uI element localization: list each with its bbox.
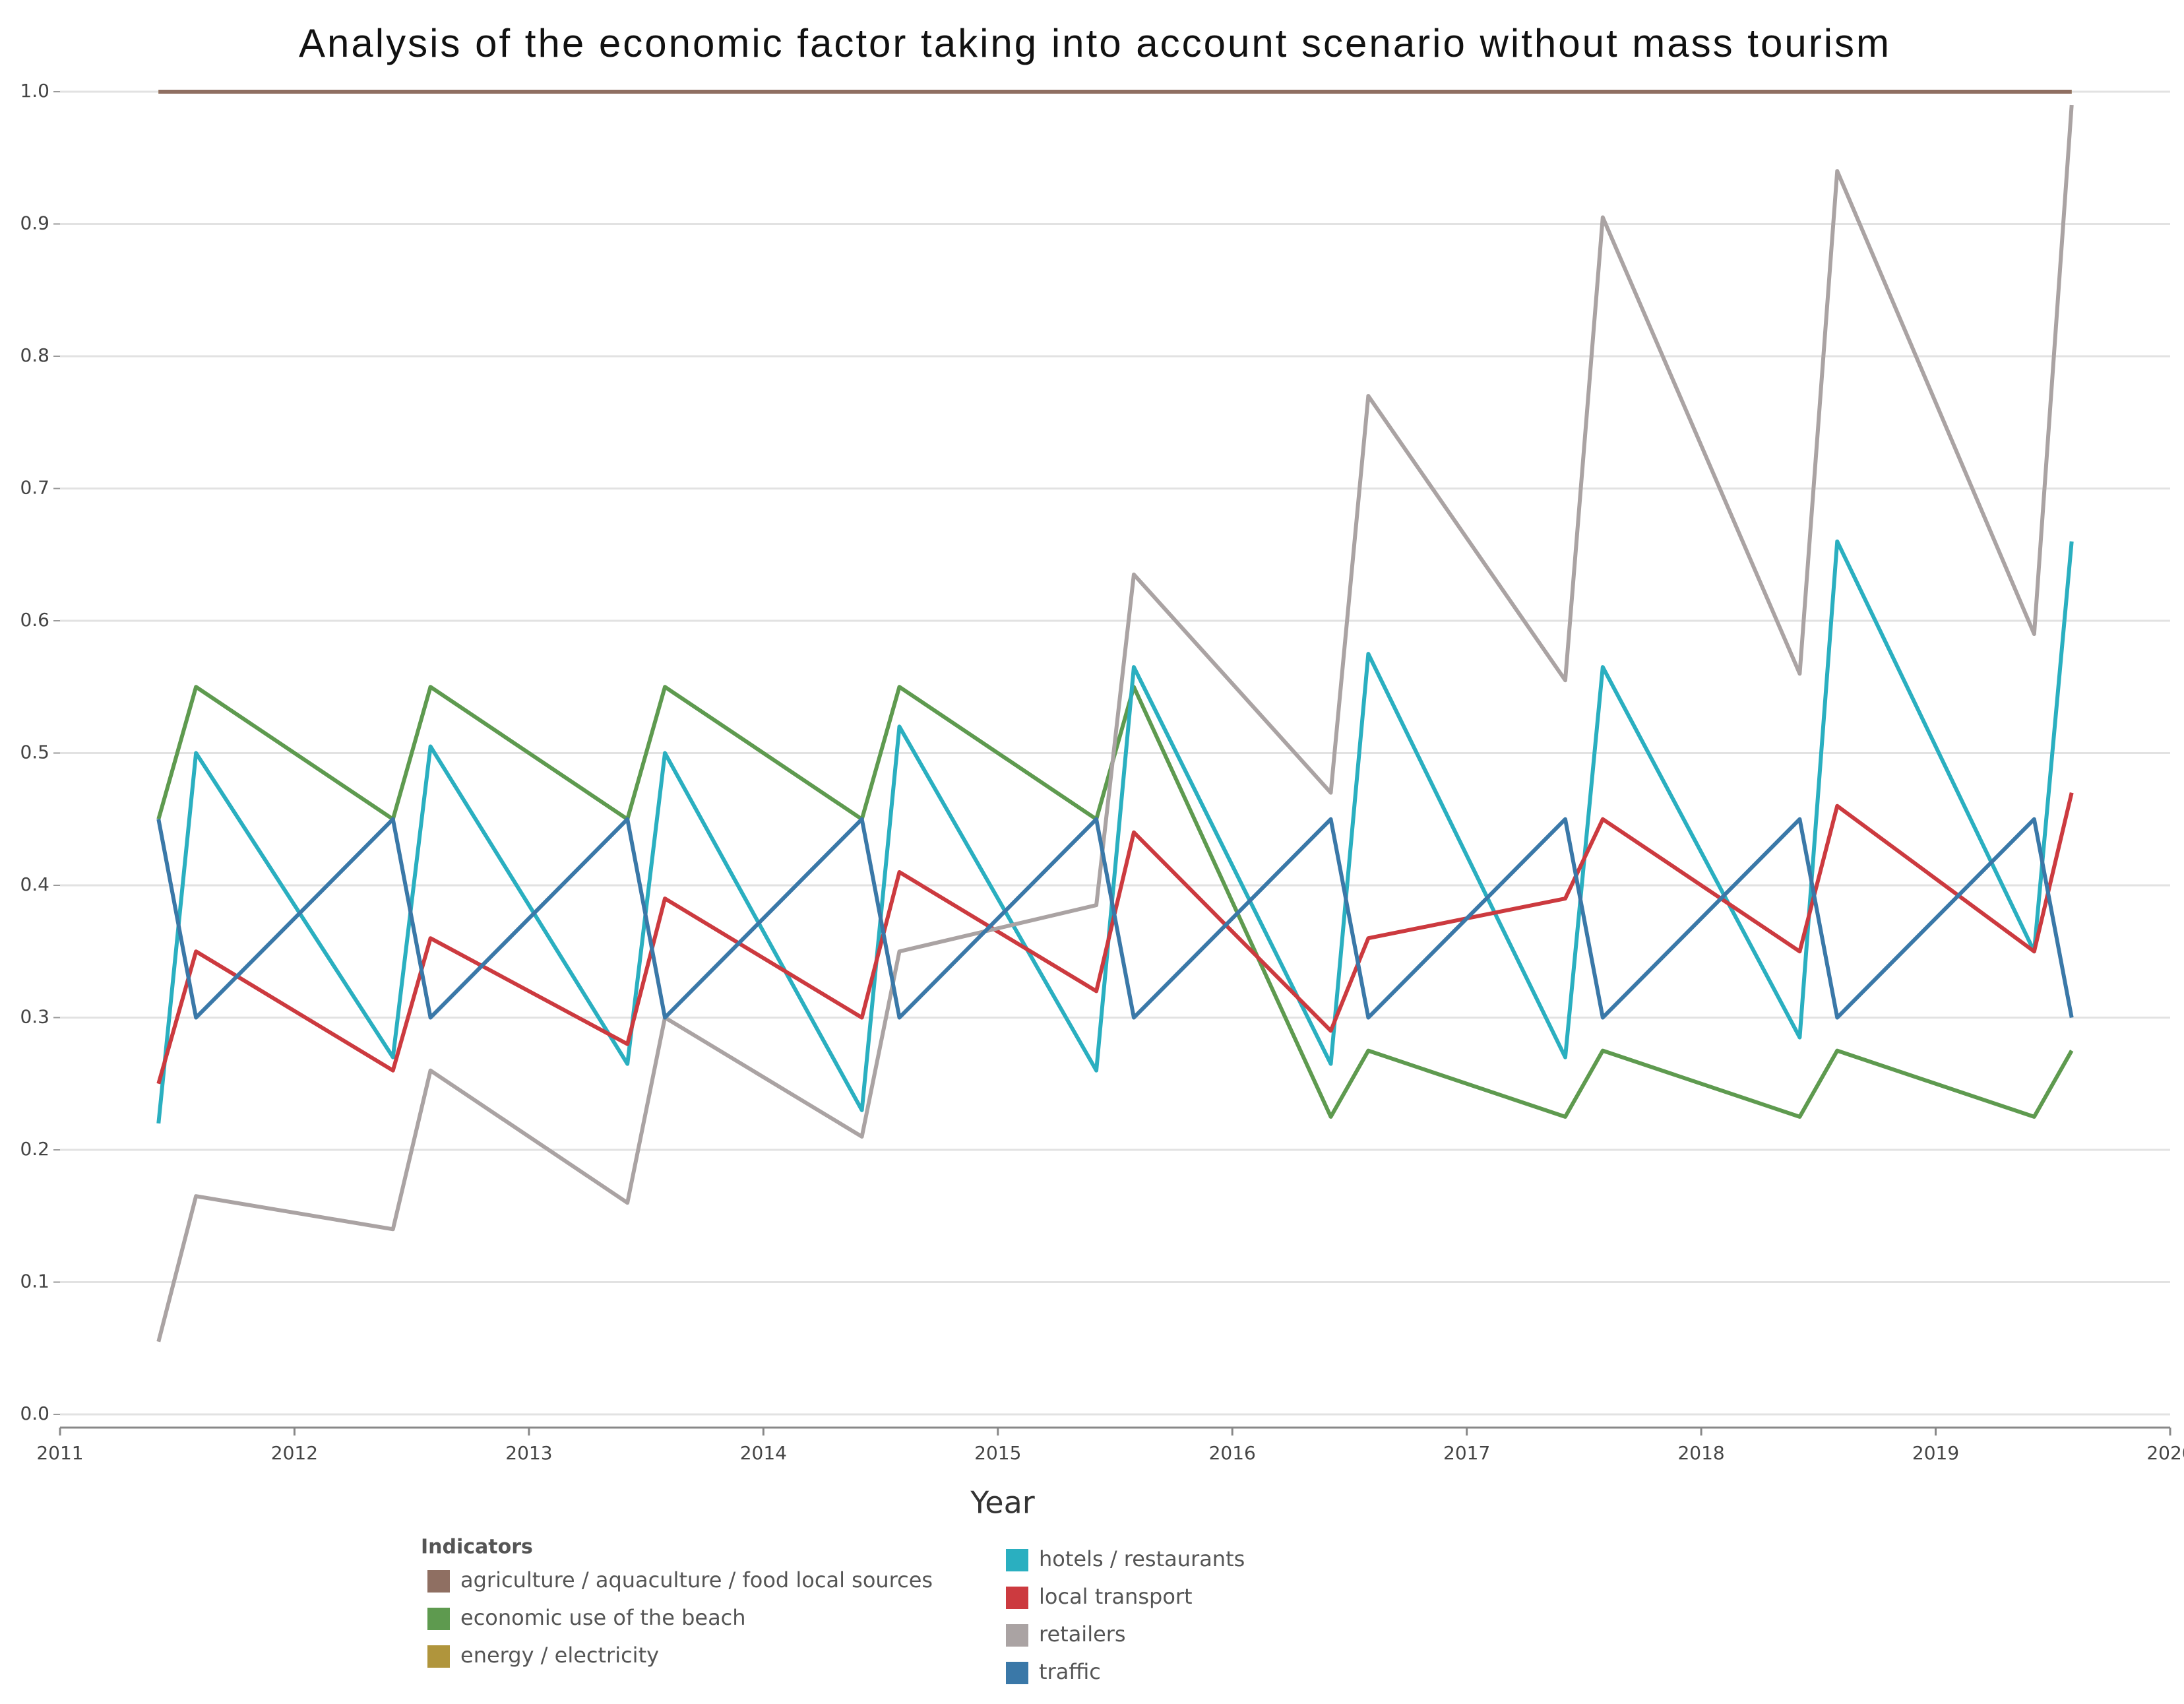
legend-swatch	[427, 1608, 450, 1630]
y-tick-label: 0.2	[20, 1138, 49, 1160]
y-tick-label: 0.3	[20, 1006, 49, 1028]
series-line	[156, 817, 2074, 1020]
y-tick-label: 0.7	[20, 477, 49, 499]
x-tick-label: 2020	[2146, 1442, 2184, 1464]
chart-title: Analysis of the economic factor taking i…	[299, 21, 1891, 65]
x-tick-label: 2013	[505, 1442, 552, 1464]
legend-label: hotels / restaurants	[1039, 1546, 1245, 1571]
x-tick-label: 2015	[974, 1442, 1021, 1464]
legend-label: retailers	[1039, 1622, 1126, 1647]
series-line	[156, 539, 2074, 1124]
legend-title: Indicators	[421, 1536, 533, 1559]
legend-label: economic use of the beach	[460, 1605, 746, 1630]
legend-swatch	[1006, 1549, 1028, 1571]
legend-swatch	[1006, 1587, 1028, 1609]
legend-swatch	[1006, 1624, 1028, 1647]
x-tick-label: 2012	[271, 1442, 318, 1464]
legend-swatch	[427, 1645, 450, 1668]
x-tick-label: 2011	[36, 1442, 83, 1464]
x-tick-label: 2019	[1912, 1442, 1959, 1464]
x-tick-label: 2016	[1209, 1442, 1256, 1464]
legend-label: local transport	[1039, 1584, 1193, 1609]
y-tick-label: 0.1	[20, 1271, 49, 1292]
y-tick-label: 0.8	[20, 344, 49, 366]
y-tick-label: 0.4	[20, 873, 49, 895]
series-line	[156, 104, 2074, 1342]
legend-swatch	[1006, 1662, 1028, 1684]
x-tick-label: 2017	[1443, 1442, 1490, 1464]
legend-label: agriculture / aquaculture / food local s…	[460, 1567, 933, 1593]
x-tick-label: 2014	[740, 1442, 787, 1464]
y-tick-label: 0.5	[20, 742, 49, 763]
legend-label: traffic	[1039, 1659, 1101, 1684]
legend-swatch	[427, 1570, 450, 1593]
y-tick-label: 0.0	[20, 1403, 49, 1424]
x-axis-label: Year	[970, 1485, 1034, 1521]
legend-label: energy / electricity	[460, 1643, 659, 1668]
y-tick-label: 0.6	[20, 609, 49, 631]
x-tick-label: 2018	[1677, 1442, 1724, 1464]
y-tick-label: 1.0	[20, 80, 49, 102]
y-tick-label: 0.9	[20, 212, 49, 234]
